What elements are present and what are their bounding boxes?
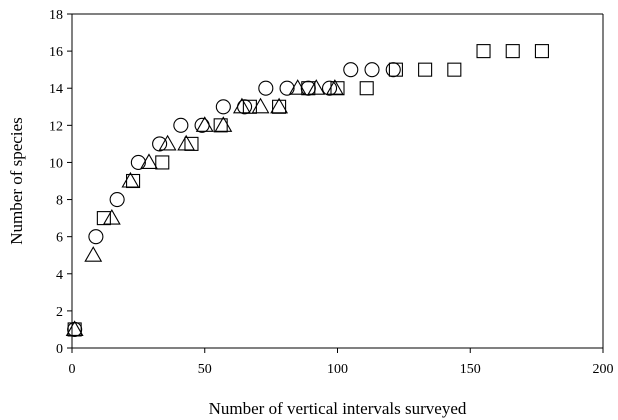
triangle-point — [270, 97, 289, 114]
square-point — [447, 62, 462, 77]
x-tick-label: 200 — [593, 362, 614, 377]
circle-point — [343, 62, 359, 78]
circle-point — [279, 80, 295, 96]
y-tick-label: 2 — [56, 305, 63, 320]
y-tick-label: 16 — [49, 45, 63, 60]
square-point — [505, 44, 520, 59]
triangle-point — [65, 320, 84, 336]
circle-point — [258, 80, 274, 96]
square-point — [418, 62, 433, 77]
circle-point — [385, 62, 401, 78]
triangle-point — [251, 97, 270, 114]
triangle-point — [140, 153, 158, 169]
square-point — [388, 62, 403, 77]
y-tick-label: 12 — [49, 119, 63, 134]
triangle-point — [177, 134, 196, 151]
square-point — [301, 81, 316, 96]
circle-point — [130, 154, 146, 170]
triangle-point — [288, 79, 307, 95]
y-axis-ticks: 0 2 4 6 8 10 12 14 16 18 — [49, 8, 72, 357]
y-tick-label: 8 — [56, 194, 63, 209]
triangle-point — [325, 79, 344, 95]
y-tick-label: 10 — [49, 156, 63, 171]
x-axis-title: Number of vertical intervals surveyed — [209, 399, 467, 418]
x-tick-label: 0 — [69, 362, 76, 377]
y-tick-label: 14 — [49, 82, 63, 97]
square-point — [96, 211, 111, 226]
triangle-point — [102, 209, 121, 225]
x-tick-label: 150 — [460, 362, 481, 377]
data-points — [65, 44, 549, 337]
y-tick-label: 6 — [56, 231, 63, 246]
triangle-point — [121, 171, 140, 188]
triangle-point — [195, 116, 214, 132]
axes — [71, 13, 604, 349]
triangle-point — [84, 246, 103, 262]
circle-point — [109, 192, 125, 208]
x-tick-label: 100 — [327, 362, 348, 377]
y-tick-label: 18 — [49, 8, 63, 23]
circle-series — [67, 62, 401, 337]
square-point — [155, 155, 170, 170]
circle-point — [364, 62, 380, 78]
triangle-point — [307, 79, 326, 95]
x-tick-label: 50 — [198, 362, 212, 377]
triangle-point — [214, 116, 233, 132]
y-axis-title: Number of species — [7, 117, 26, 244]
y-tick-label: 4 — [56, 268, 63, 283]
square-point — [476, 44, 491, 59]
triangle-point — [232, 97, 251, 114]
circle-point — [88, 229, 104, 245]
square-point — [534, 44, 549, 59]
y-tick-label: 0 — [56, 342, 63, 357]
circle-point — [152, 136, 168, 152]
circle-point — [215, 99, 231, 115]
circle-point — [173, 117, 189, 133]
triangle-series — [65, 79, 344, 336]
x-axis-ticks: 0 50 100 150 200 — [69, 348, 614, 377]
triangle-point — [158, 134, 177, 151]
square-series — [67, 44, 549, 337]
square-point — [184, 136, 199, 151]
circle-point — [321, 80, 338, 96]
square-point — [359, 81, 374, 96]
